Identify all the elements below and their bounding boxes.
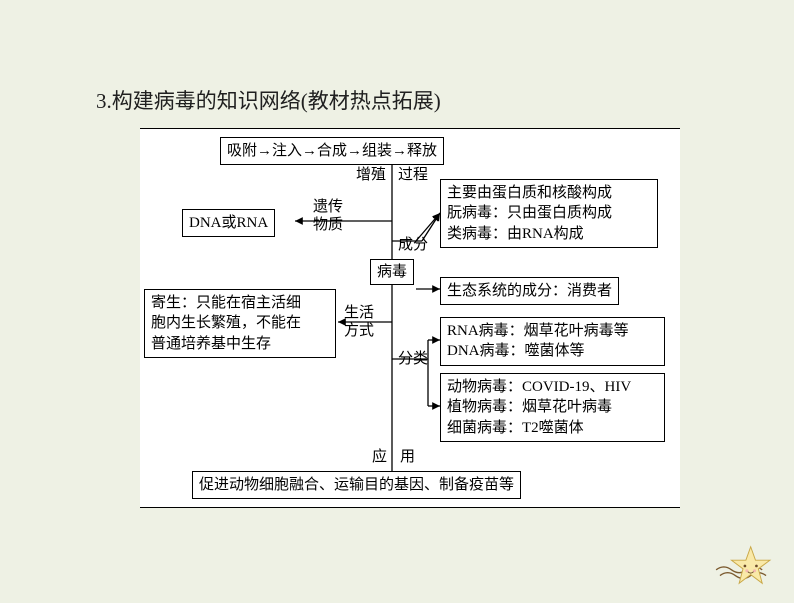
node-class-nucleic: RNA病毒：烟草花叶病毒等 DNA病毒：噬菌体等 [440, 317, 665, 366]
label-process: 过程 [398, 167, 428, 184]
cls-host-l2: 植物病毒：烟草花叶病毒 [447, 397, 658, 417]
parasitic-l1: 寄生：只能在宿主活细 [151, 293, 329, 313]
cls-nuc-l2: DNA病毒：噬菌体等 [447, 341, 658, 361]
cls-nuc-l1: RNA病毒：烟草花叶病毒等 [447, 321, 658, 341]
comp-line1: 主要由蛋白质和核酸构成 [447, 183, 651, 203]
label-composition: 成分 [398, 237, 428, 254]
label-lifestyle-2: 方式 [344, 323, 374, 340]
label-classification: 分类 [398, 351, 428, 368]
parasitic-l2: 胞内生长繁殖，不能在 [151, 313, 329, 333]
virus-network-diagram: 吸附→注入→合成→组装→释放 DNA或RNA 病毒 主要由蛋白质和核酸构成 朊病… [140, 128, 680, 508]
label-app-l: 应 [372, 449, 387, 466]
label-proliferation: 增殖 [356, 167, 386, 184]
node-composition: 主要由蛋白质和核酸构成 朊病毒：只由蛋白质构成 类病毒：由RNA构成 [440, 179, 658, 248]
node-process: 吸附→注入→合成→组装→释放 [220, 137, 444, 165]
label-genetic: 遗传 [313, 199, 343, 216]
star-icon [714, 541, 772, 589]
node-class-host: 动物病毒：COVID-19、HIV 植物病毒：烟草花叶病毒 细菌病毒：T2噬菌体 [440, 373, 665, 442]
node-ecosystem: 生态系统的成分：消费者 [440, 277, 619, 305]
node-application: 促进动物细胞融合、运输目的基因、制备疫苗等 [192, 471, 521, 499]
comp-line3: 类病毒：由RNA构成 [447, 224, 651, 244]
parasitic-l3: 普通培养基中生存 [151, 334, 329, 354]
label-lifestyle-1: 生活 [344, 305, 374, 322]
comp-line2: 朊病毒：只由蛋白质构成 [447, 203, 651, 223]
page-title: 3.构建病毒的知识网络(教材热点拓展) [96, 85, 441, 115]
node-dna-rna: DNA或RNA [182, 209, 275, 237]
cls-host-l1: 动物病毒：COVID-19、HIV [447, 377, 658, 397]
cls-host-l3: 细菌病毒：T2噬菌体 [447, 418, 658, 438]
label-material: 物质 [313, 217, 343, 234]
node-center: 病毒 [370, 259, 414, 285]
node-parasitic: 寄生：只能在宿主活细 胞内生长繁殖，不能在 普通培养基中生存 [144, 289, 336, 358]
label-app-r: 用 [400, 449, 415, 466]
